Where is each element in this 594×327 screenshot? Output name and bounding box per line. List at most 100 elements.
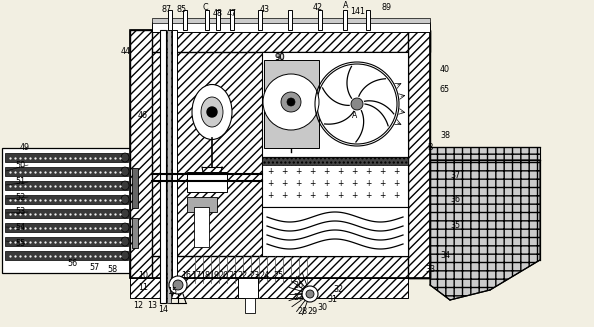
- Text: +: +: [295, 179, 301, 187]
- Text: 18: 18: [200, 271, 210, 281]
- Text: 25: 25: [273, 271, 283, 281]
- Bar: [168, 10, 172, 30]
- Bar: [262, 157, 408, 165]
- Text: 26: 26: [293, 282, 303, 290]
- Text: +: +: [365, 179, 371, 187]
- Text: 40: 40: [440, 65, 450, 75]
- Bar: [366, 10, 370, 30]
- Text: +: +: [295, 166, 301, 176]
- Text: 49: 49: [20, 144, 30, 152]
- Text: 141: 141: [350, 7, 365, 15]
- Text: 10: 10: [138, 271, 148, 281]
- Text: 23: 23: [249, 271, 259, 281]
- Text: +: +: [379, 179, 385, 187]
- Text: 29: 29: [308, 306, 318, 316]
- Ellipse shape: [121, 153, 129, 162]
- Text: 50: 50: [15, 161, 25, 169]
- Ellipse shape: [201, 97, 223, 127]
- Text: +: +: [309, 191, 315, 199]
- Text: 48: 48: [213, 9, 223, 19]
- Text: 52: 52: [15, 193, 25, 201]
- Circle shape: [207, 107, 217, 117]
- Bar: [230, 10, 234, 30]
- Bar: [152, 52, 408, 256]
- Text: +: +: [323, 191, 329, 199]
- Bar: [130, 30, 430, 52]
- Ellipse shape: [121, 209, 129, 218]
- Text: +: +: [295, 191, 301, 199]
- Text: 55: 55: [15, 239, 25, 249]
- Bar: [288, 10, 292, 30]
- Circle shape: [263, 74, 319, 130]
- Text: 47: 47: [227, 9, 237, 19]
- Text: 42: 42: [313, 4, 323, 12]
- Text: +: +: [379, 191, 385, 199]
- Bar: [130, 30, 152, 278]
- Ellipse shape: [121, 167, 129, 176]
- Bar: [2, 148, 135, 273]
- Bar: [262, 157, 408, 207]
- Text: 14: 14: [158, 305, 168, 315]
- Text: 15: 15: [167, 287, 177, 297]
- Ellipse shape: [121, 223, 129, 232]
- Text: +: +: [309, 166, 315, 176]
- Bar: [152, 52, 262, 256]
- Text: 12: 12: [133, 301, 143, 311]
- Polygon shape: [430, 147, 540, 160]
- Text: +: +: [267, 191, 273, 199]
- Text: C: C: [202, 4, 208, 12]
- Text: +: +: [267, 179, 273, 187]
- Bar: [187, 172, 227, 192]
- Bar: [132, 168, 138, 208]
- Text: 87: 87: [162, 6, 172, 14]
- Ellipse shape: [121, 195, 129, 204]
- Bar: [132, 218, 138, 248]
- Bar: [5, 195, 128, 204]
- Text: 27: 27: [293, 294, 303, 302]
- Text: 54: 54: [15, 223, 25, 232]
- Text: +: +: [379, 166, 385, 176]
- Text: 11: 11: [138, 283, 148, 291]
- Circle shape: [302, 286, 318, 302]
- Bar: [5, 251, 128, 260]
- Ellipse shape: [121, 181, 129, 190]
- Text: 31: 31: [327, 296, 337, 304]
- Text: +: +: [365, 166, 371, 176]
- Bar: [167, 30, 171, 303]
- Text: 30: 30: [317, 302, 327, 312]
- Bar: [205, 10, 209, 30]
- Text: 28: 28: [297, 307, 307, 317]
- Text: +: +: [323, 179, 329, 187]
- Text: 43: 43: [260, 6, 270, 14]
- Text: 37: 37: [450, 170, 460, 180]
- Text: +: +: [267, 166, 273, 176]
- Text: 13: 13: [147, 301, 157, 311]
- Text: +: +: [281, 166, 287, 176]
- Circle shape: [281, 92, 301, 112]
- Text: 44: 44: [121, 47, 131, 57]
- Text: 53: 53: [15, 208, 25, 216]
- Bar: [172, 30, 177, 278]
- Bar: [152, 18, 430, 23]
- Text: 56: 56: [67, 260, 77, 268]
- Bar: [183, 10, 187, 30]
- Text: 38: 38: [440, 130, 450, 140]
- Bar: [130, 278, 408, 298]
- Text: 90: 90: [275, 54, 285, 62]
- Text: +: +: [393, 179, 399, 187]
- Text: +: +: [281, 191, 287, 199]
- Bar: [264, 60, 319, 148]
- Bar: [262, 52, 408, 157]
- Text: +: +: [281, 179, 287, 187]
- Text: 33: 33: [425, 266, 435, 274]
- Bar: [5, 181, 128, 190]
- Text: 17: 17: [191, 271, 201, 281]
- Bar: [5, 167, 128, 176]
- Text: +: +: [393, 166, 399, 176]
- Text: 22: 22: [237, 271, 247, 281]
- Text: +: +: [323, 166, 329, 176]
- Text: 85: 85: [177, 6, 187, 14]
- Text: +: +: [337, 179, 343, 187]
- Bar: [216, 10, 220, 30]
- Bar: [5, 209, 128, 218]
